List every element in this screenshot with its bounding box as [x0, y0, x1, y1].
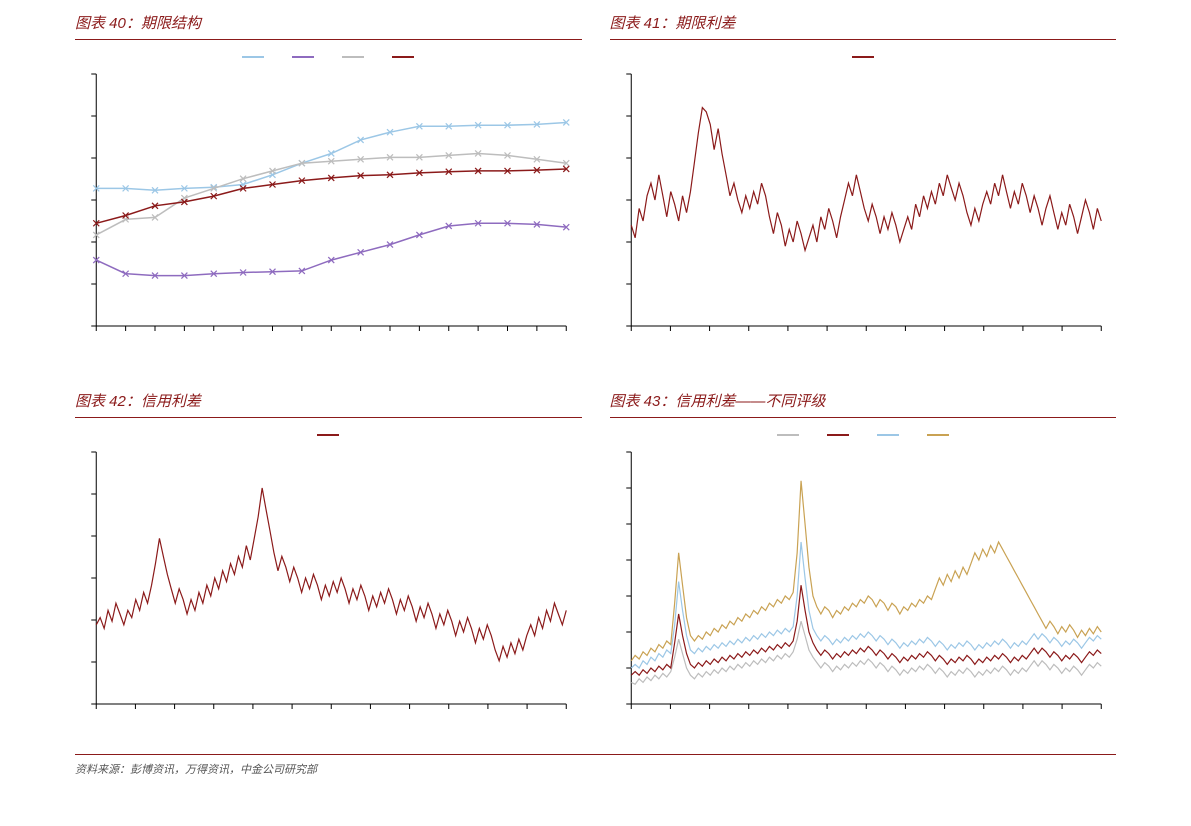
chart-42-title-prefix: 图表 42：	[75, 393, 141, 410]
chart-41-plot	[610, 68, 1117, 348]
chart-40-plot	[75, 68, 582, 348]
chart-43-plot	[610, 446, 1117, 726]
chart-43-title-prefix: 图表 43：	[610, 393, 676, 410]
legend-item	[927, 428, 949, 442]
legend-item	[877, 428, 899, 442]
chart-40-title-text: 期限结构	[141, 15, 201, 32]
legend-item	[242, 50, 264, 64]
legend-item	[392, 50, 414, 64]
legend-item	[292, 50, 314, 64]
chart-42-title: 图表 42：信用利差	[75, 388, 582, 418]
panel-chart-42: 图表 42：信用利差	[75, 388, 582, 726]
panel-chart-40: 图表 40：期限结构	[75, 10, 582, 348]
legend-item	[777, 428, 799, 442]
chart-41-title-prefix: 图表 41：	[610, 15, 676, 32]
source-footer: 资料来源：彭博资讯，万得资讯，中金公司研究部	[75, 754, 1116, 777]
chart-41-title: 图表 41：期限利差	[610, 10, 1117, 40]
chart-40-title-prefix: 图表 40：	[75, 15, 141, 32]
legend-item	[342, 50, 364, 64]
chart-42-title-text: 信用利差	[141, 393, 201, 410]
panel-chart-41: 图表 41：期限利差	[610, 10, 1117, 348]
chart-41-title-text: 期限利差	[675, 15, 735, 32]
chart-40-legend	[75, 50, 582, 64]
chart-43-title: 图表 43：信用利差——不同评级	[610, 388, 1117, 418]
legend-item	[852, 50, 874, 64]
chart-42-legend	[75, 428, 582, 442]
chart-40-title: 图表 40：期限结构	[75, 10, 582, 40]
legend-item	[317, 428, 339, 442]
chart-43-title-text: 信用利差——不同评级	[675, 393, 825, 410]
panel-chart-43: 图表 43：信用利差——不同评级	[610, 388, 1117, 726]
chart-42-plot	[75, 446, 582, 726]
chart-41-legend	[610, 50, 1117, 64]
chart-43-legend	[610, 428, 1117, 442]
legend-item	[827, 428, 849, 442]
